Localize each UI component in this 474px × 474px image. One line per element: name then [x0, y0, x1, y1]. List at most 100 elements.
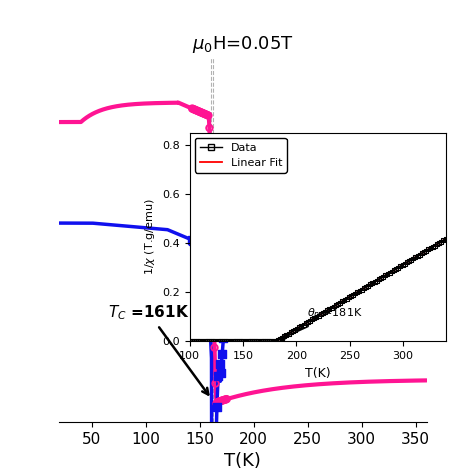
Point: [255, 337, 262, 345]
Point: [205, 303, 213, 311]
Point: [237, 337, 245, 345]
Point: [229, 337, 237, 345]
Point: [319, 309, 327, 317]
Point: [226, 282, 234, 290]
Point: [197, 337, 204, 345]
Point: [281, 333, 288, 340]
Point: [190, 105, 197, 113]
Point: [272, 337, 280, 345]
Point: [190, 237, 197, 244]
Point: [298, 322, 305, 330]
Point: [195, 108, 203, 115]
Point: [195, 239, 202, 246]
Point: [215, 398, 222, 406]
Point: [407, 256, 415, 264]
Point: [224, 299, 231, 306]
Point: [334, 300, 342, 308]
Point: [382, 272, 389, 279]
Point: [431, 242, 438, 249]
Point: [373, 277, 381, 284]
Point: [390, 266, 398, 274]
Point: [425, 246, 432, 253]
Point: [227, 337, 234, 345]
Text: $T_C$ =161K: $T_C$ =161K: [108, 303, 208, 394]
Point: [201, 110, 209, 118]
Point: [356, 287, 363, 295]
Point: [196, 239, 204, 247]
Point: [231, 337, 238, 345]
Point: [201, 110, 208, 118]
Point: [392, 265, 400, 273]
Text: $\theta_p$ =181K: $\theta_p$ =181K: [280, 306, 363, 340]
Point: [276, 335, 284, 343]
Point: [383, 270, 391, 278]
Point: [386, 269, 393, 276]
Point: [321, 308, 329, 316]
Point: [442, 235, 449, 243]
Point: [246, 337, 254, 345]
Point: [313, 313, 320, 320]
Point: [328, 304, 335, 311]
Point: [213, 400, 220, 407]
Point: [401, 260, 409, 267]
Title: $\mu_0$H=0.05T: $\mu_0$H=0.05T: [192, 34, 294, 55]
Point: [222, 309, 230, 316]
Point: [338, 298, 346, 305]
Point: [274, 337, 282, 344]
Point: [208, 444, 216, 451]
Point: [219, 351, 226, 358]
Point: [261, 337, 269, 345]
Point: [289, 328, 297, 335]
Point: [186, 337, 193, 345]
Point: [219, 335, 227, 342]
Point: [193, 107, 201, 115]
Point: [192, 337, 200, 345]
Point: [429, 243, 437, 251]
Point: [199, 109, 206, 117]
Point: [343, 295, 350, 302]
Point: [216, 360, 223, 367]
Point: [194, 108, 202, 115]
X-axis label: T(K): T(K): [305, 366, 330, 380]
Point: [365, 282, 372, 290]
Point: [315, 312, 322, 319]
Point: [208, 198, 215, 205]
Point: [285, 330, 292, 337]
Point: [217, 397, 224, 405]
Point: [349, 291, 357, 299]
Point: [397, 263, 404, 270]
Point: [207, 337, 215, 345]
Point: [210, 298, 217, 305]
Point: [202, 111, 210, 118]
Point: [194, 337, 202, 345]
Point: [219, 397, 227, 404]
Point: [188, 105, 196, 112]
Point: [201, 337, 209, 345]
Point: [439, 237, 447, 244]
Point: [379, 273, 387, 281]
Point: [405, 257, 413, 265]
Point: [278, 334, 286, 341]
Point: [218, 397, 226, 404]
Point: [213, 403, 221, 410]
Point: [394, 264, 402, 272]
Point: [188, 236, 196, 244]
Point: [218, 337, 226, 345]
Point: [210, 337, 217, 345]
Point: [191, 237, 199, 245]
Point: [221, 321, 228, 328]
Point: [287, 328, 294, 336]
Point: [222, 396, 229, 403]
Point: [205, 112, 212, 119]
Point: [220, 396, 228, 404]
Point: [309, 316, 316, 323]
Point: [433, 240, 441, 248]
Point: [211, 337, 219, 345]
Point: [435, 239, 443, 247]
Point: [330, 303, 337, 310]
Point: [422, 247, 430, 255]
Point: [293, 325, 301, 332]
Point: [399, 261, 406, 269]
Point: [204, 111, 211, 119]
Point: [220, 337, 228, 345]
